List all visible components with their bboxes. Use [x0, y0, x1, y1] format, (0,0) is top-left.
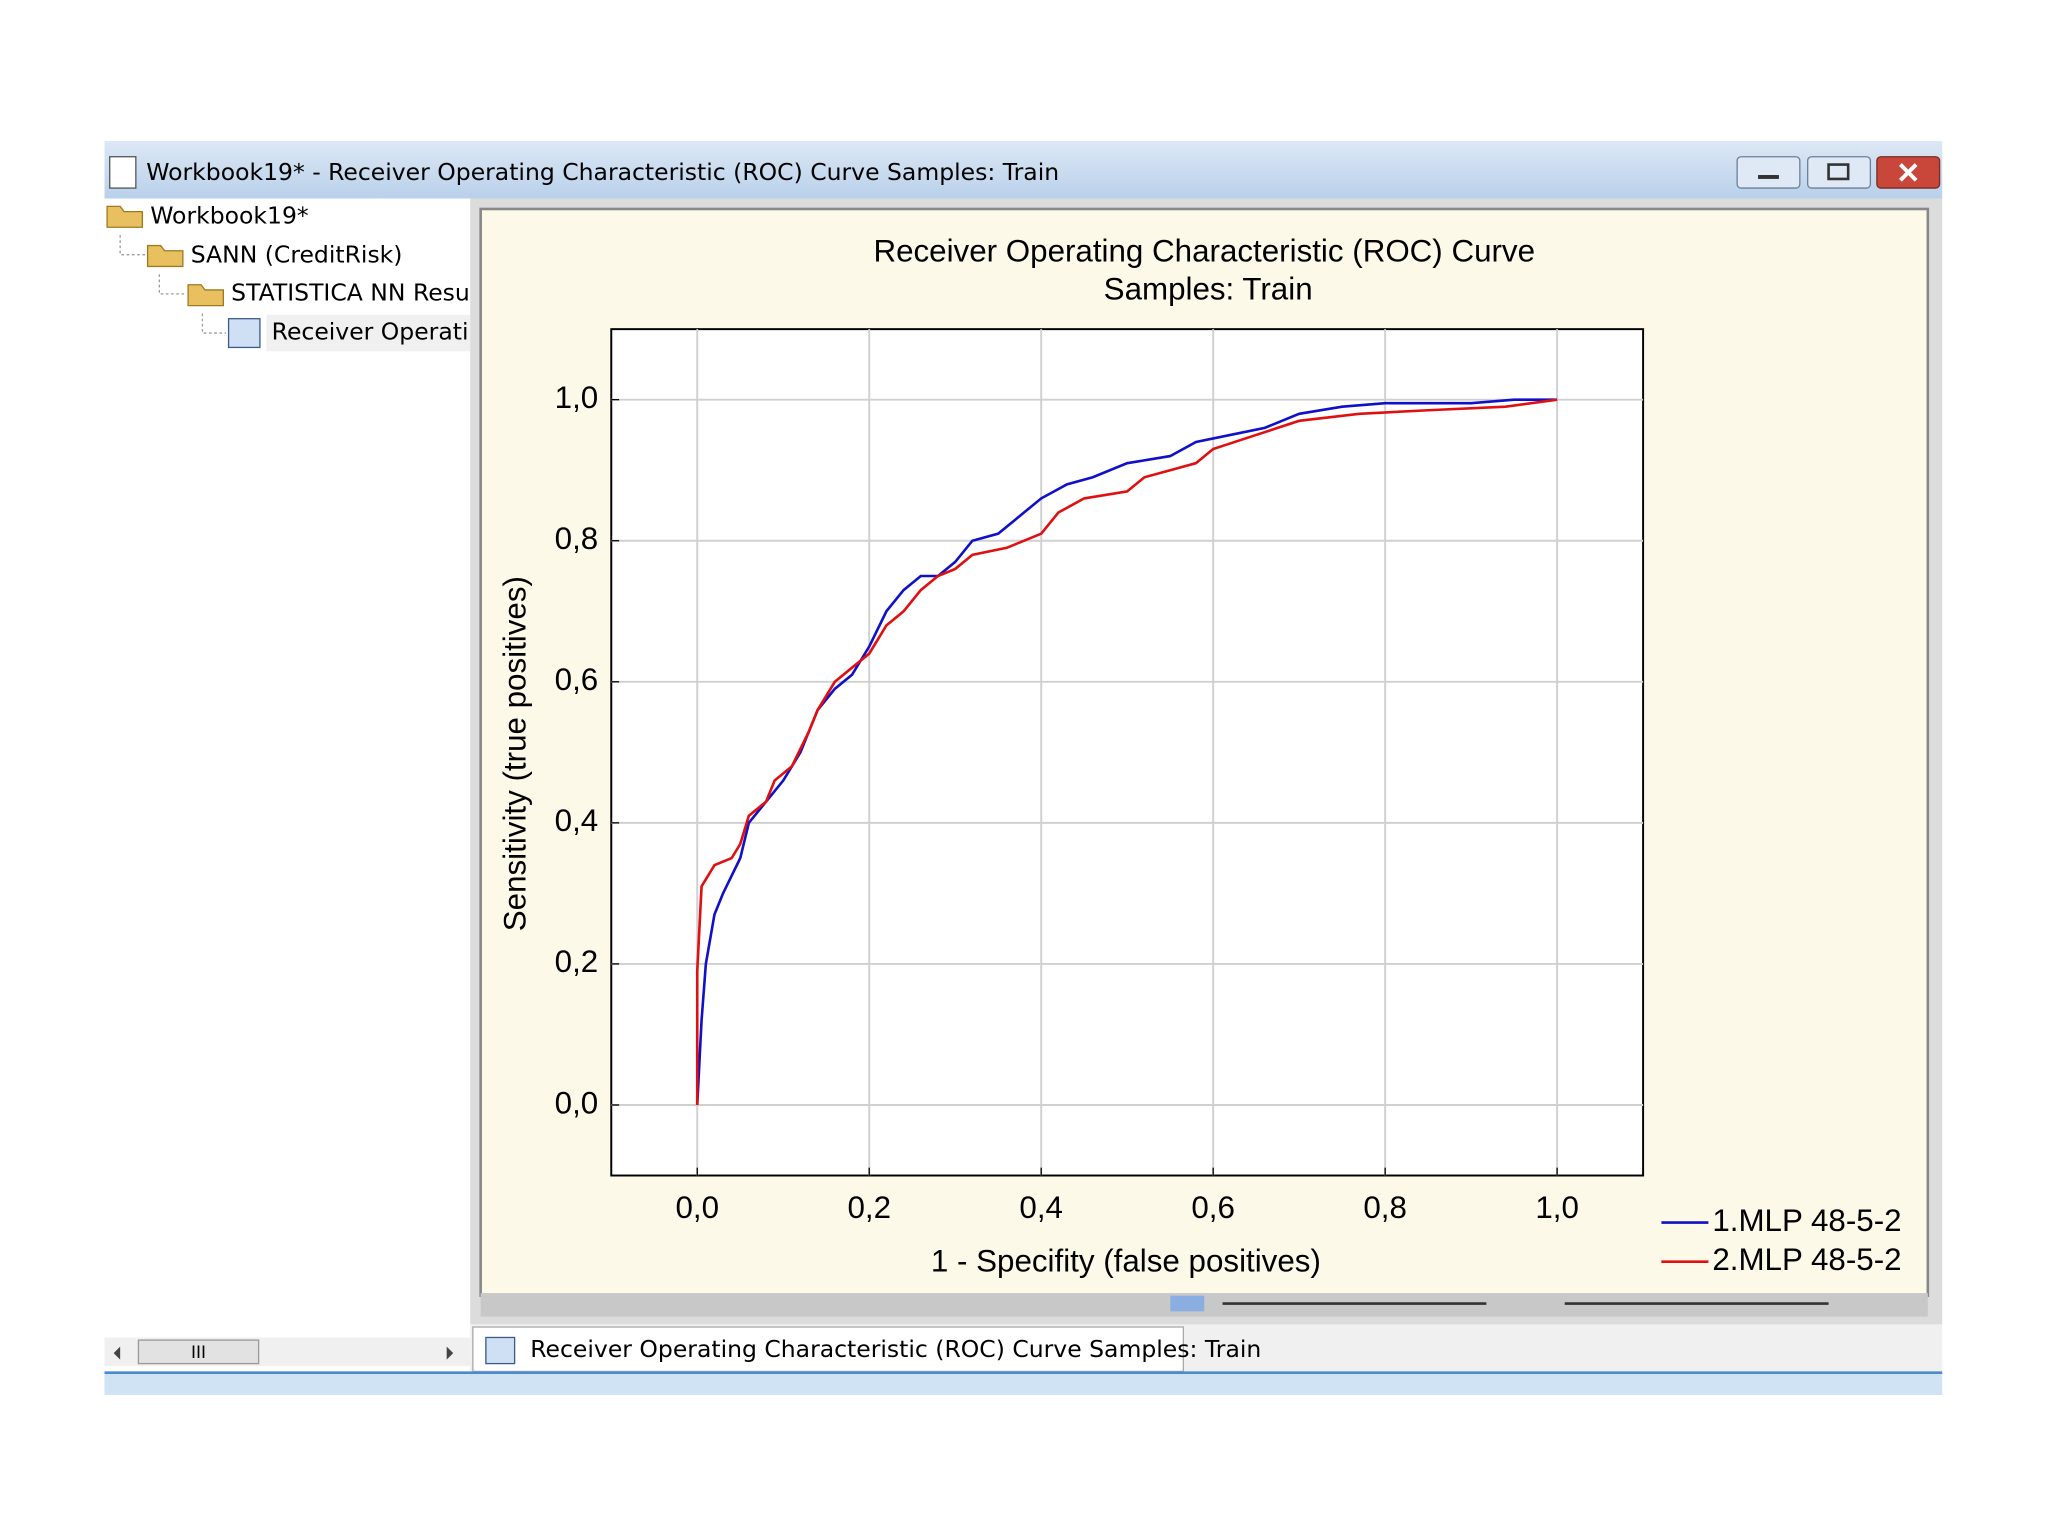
scroll-thumb[interactable] [137, 1339, 260, 1365]
x-tick-label: 0,6 [1191, 1190, 1235, 1225]
x-axis-label: 1 - Specifity (false positives) [931, 1243, 1321, 1278]
graph-icon [227, 318, 261, 349]
minimize-icon [1758, 175, 1779, 179]
tree-item[interactable]: SANN (CreditRisk) [191, 241, 403, 269]
scroll-grip: III [191, 1343, 206, 1363]
status-bar [104, 1371, 1943, 1395]
tree-panel [104, 198, 471, 1333]
tree-item[interactable]: Workbook19* [150, 201, 309, 229]
roc-line [695, 398, 1558, 1105]
legend-label: 2.MLP 48-5-2 [1712, 1242, 1901, 1277]
legend-label: 1.MLP 48-5-2 [1712, 1203, 1901, 1238]
chart-title: Receiver Operating Characteristic (ROC) … [873, 234, 1535, 269]
tree-lines [119, 235, 226, 334]
folder-icon [106, 205, 144, 228]
window-title: Workbook19* - Receiver Operating Charact… [146, 158, 1059, 186]
tab-icon [485, 1336, 516, 1365]
x-tick-label: 1,0 [1535, 1190, 1579, 1225]
roc-line [695, 398, 1558, 1106]
chart-subtitle: Samples: Train [1104, 272, 1313, 307]
x-tick-label: 0,0 [675, 1190, 719, 1225]
x-tick-label: 0,2 [847, 1190, 891, 1225]
y-tick-label: 0,6 [555, 662, 599, 697]
plot: 0,0 0,2 0,4 0,6 0,8 1,0 0,0 0,2 0,4 0,6 0,8 1,0 1.ML… [555, 329, 1902, 1277]
maximize-icon [1827, 163, 1850, 181]
y-tick-label: 0,2 [555, 944, 599, 979]
close-icon [1899, 163, 1918, 182]
title-bar [104, 141, 1943, 199]
minimize-button[interactable] [1736, 156, 1801, 189]
folder-icon [187, 284, 224, 307]
y-axis-label: Sensitivity (true positives) [498, 576, 533, 931]
maximize-button[interactable] [1807, 156, 1872, 189]
toolbar-icon[interactable] [1170, 1295, 1205, 1312]
y-tick-label: 0,8 [555, 521, 599, 556]
plot-area [610, 328, 1645, 1177]
tree-selection [266, 314, 471, 352]
tree-item[interactable]: Receiver Operatin [272, 318, 484, 346]
window-icon [109, 156, 137, 189]
tree-item[interactable]: STATISTICA NN Resu [231, 278, 470, 306]
folder-icon [146, 244, 184, 268]
tab-label[interactable]: Receiver Operating Characteristic (ROC) … [530, 1335, 1261, 1363]
x-tick-label: 0,8 [1363, 1190, 1407, 1225]
x-tick-label: 0,4 [1019, 1190, 1063, 1225]
y-tick-label: 1,0 [555, 380, 599, 415]
y-tick-label: 0,4 [555, 803, 599, 838]
tab[interactable] [472, 1326, 1184, 1373]
y-tick-label: 0,0 [555, 1085, 599, 1120]
